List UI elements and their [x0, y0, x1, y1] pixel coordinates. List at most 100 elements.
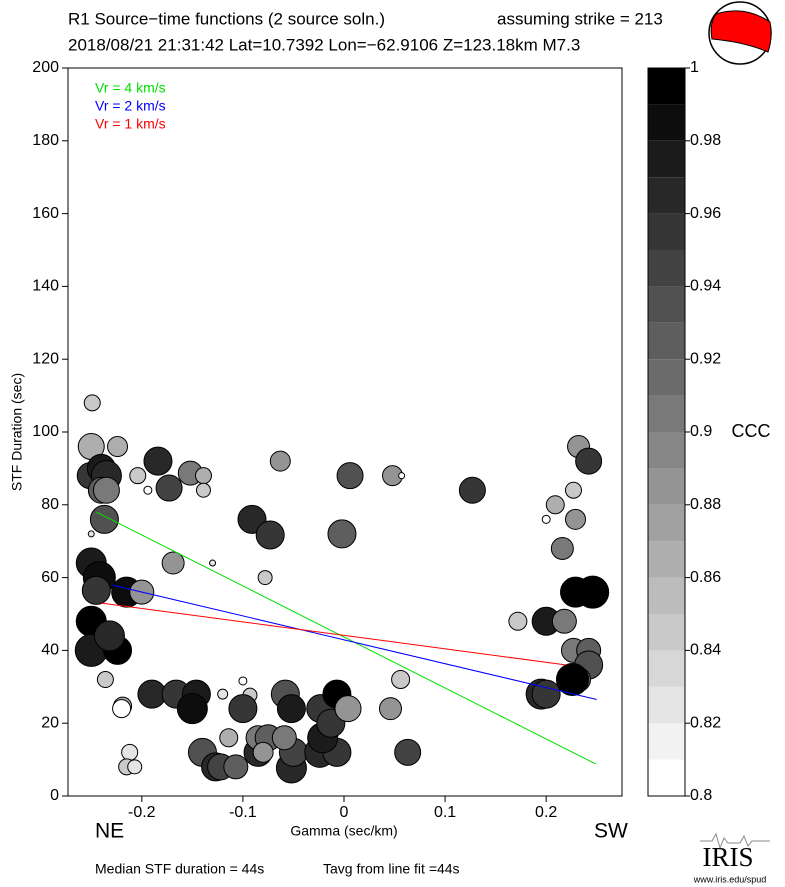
- colorbar-band: [648, 286, 685, 323]
- colorbar-band: [648, 140, 685, 178]
- colorbar-band: [648, 541, 685, 578]
- point: [334, 695, 362, 723]
- point: [161, 551, 185, 575]
- strike-label: assuming strike = 213: [497, 9, 663, 28]
- point: [550, 536, 574, 560]
- y-tick-label: 80: [41, 496, 59, 513]
- colorbar-tick-label: 0.84: [690, 642, 721, 659]
- colorbar-band: [648, 68, 685, 105]
- chart-subtitle: 2018/08/21 21:31:42 Lat=10.7392 Lon=−62.…: [68, 35, 580, 54]
- chart-title: R1 Source−time functions (2 source soln.…: [68, 9, 385, 28]
- colorbar-band: [648, 250, 685, 287]
- y-tick-label: 60: [41, 569, 59, 586]
- logo-url: www.iris.edu/spud: [693, 874, 767, 884]
- y-tick-label: 20: [41, 714, 59, 731]
- point: [127, 759, 143, 775]
- colorbar-band: [648, 723, 685, 760]
- x-tick-label: 0: [340, 804, 349, 821]
- point: [458, 476, 486, 504]
- point: [564, 481, 582, 499]
- colorbar-band: [648, 759, 685, 796]
- colorbar-band: [648, 614, 685, 651]
- point: [378, 697, 402, 721]
- point: [252, 741, 274, 763]
- colorbar-tick-label: 0.86: [690, 569, 721, 586]
- point: [219, 728, 239, 748]
- point: [228, 694, 258, 724]
- right-direction: SW: [594, 820, 628, 843]
- point: [508, 611, 528, 631]
- colorbar-band: [648, 177, 685, 214]
- x-tick-label: -0.1: [229, 804, 257, 821]
- point: [143, 485, 153, 495]
- footer-median: Median STF duration = 44s: [95, 861, 264, 877]
- colorbar-band: [648, 504, 685, 542]
- point: [327, 519, 357, 549]
- x-tick-label: -0.2: [128, 804, 156, 821]
- point: [83, 394, 101, 412]
- point: [87, 530, 95, 538]
- colorbar-band: [648, 359, 685, 396]
- y-tick-label: 120: [32, 350, 59, 367]
- colorbar-label: CCC: [732, 421, 771, 441]
- y-tick-label: 100: [32, 423, 59, 440]
- point: [271, 725, 297, 751]
- colorbar-tick-label: 0.98: [690, 132, 721, 149]
- colorbar-band: [648, 468, 685, 505]
- y-tick-label: 180: [32, 132, 59, 149]
- colorbar-tick-label: 0.82: [690, 714, 721, 731]
- point: [575, 447, 603, 475]
- y-tick-label: 0: [50, 787, 59, 804]
- point: [255, 520, 285, 550]
- point: [209, 559, 217, 567]
- point: [96, 671, 114, 689]
- point: [143, 446, 173, 476]
- point: [564, 508, 586, 530]
- colorbar-band: [648, 577, 685, 614]
- point: [394, 738, 422, 766]
- colorbar-tick-label: 0.96: [690, 205, 721, 222]
- colorbar-tick-label: 1: [690, 59, 699, 76]
- x-axis-label: Gamma (sec/km): [290, 823, 397, 839]
- point: [531, 679, 561, 709]
- colorbar-tick-label: 0.88: [690, 496, 721, 513]
- point: [176, 693, 208, 725]
- point: [107, 436, 129, 458]
- point: [195, 482, 211, 498]
- y-tick-label: 200: [32, 59, 59, 76]
- beachball: [708, 1, 772, 65]
- y-axis-label: STF Duration (sec): [9, 373, 25, 491]
- colorbar-band: [648, 432, 685, 469]
- point: [89, 504, 119, 534]
- colorbar-tick-label: 0.94: [690, 278, 721, 295]
- point: [92, 476, 120, 504]
- point: [398, 472, 406, 480]
- fit-line: [96, 511, 596, 765]
- point: [257, 570, 273, 586]
- point: [551, 608, 577, 634]
- point: [155, 474, 183, 502]
- colorbar-band: [648, 650, 685, 687]
- point: [194, 467, 212, 485]
- colorbar-band: [648, 104, 685, 141]
- fit-line: [111, 584, 597, 701]
- point: [81, 575, 111, 605]
- colorbar-tick-label: 0.9: [690, 423, 712, 440]
- footer-fit: Tavg from line fit =44s: [323, 861, 460, 877]
- point: [217, 688, 229, 700]
- point: [545, 495, 565, 515]
- point: [223, 754, 249, 780]
- plot-frame: [67, 67, 623, 797]
- point: [555, 663, 589, 697]
- x-tick-label: 0.1: [434, 804, 456, 821]
- legend-entry: Vr = 2 km/s: [95, 98, 166, 114]
- left-direction: NE: [95, 820, 124, 843]
- legend-entry: Vr = 1 km/s: [95, 116, 166, 132]
- y-tick-label: 40: [41, 642, 59, 659]
- y-tick-label: 160: [32, 205, 59, 222]
- point: [276, 694, 306, 724]
- point: [541, 514, 551, 524]
- logo-wave: [700, 832, 770, 850]
- colorbar-band: [648, 686, 685, 724]
